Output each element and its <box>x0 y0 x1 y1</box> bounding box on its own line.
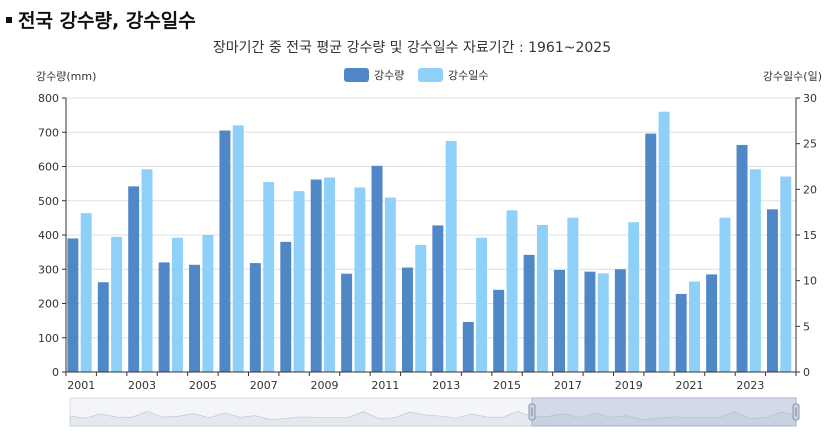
x-tick-label: 2005 <box>189 379 217 392</box>
bar-rain-days-2010[interactable] <box>354 187 366 372</box>
x-tick-label: 2011 <box>371 379 399 392</box>
bar-rain-days-2021[interactable] <box>689 281 700 372</box>
y-tick-label-left: 500 <box>38 195 59 208</box>
bar-precipitation-2022[interactable] <box>706 274 718 372</box>
bar-rain-days-2018[interactable] <box>597 273 609 372</box>
bar-rain-days-2022[interactable] <box>719 217 731 372</box>
x-tick-label: 2015 <box>493 379 521 392</box>
y-tick-label-right: 20 <box>803 183 817 196</box>
bar-precipitation-2019[interactable] <box>614 269 626 372</box>
x-tick-label: 2021 <box>676 379 704 392</box>
y-tick-label-right: 0 <box>803 366 810 379</box>
bar-rain-days-2012[interactable] <box>415 245 427 372</box>
bar-rain-days-2009[interactable] <box>324 177 335 372</box>
bar-precipitation-2013[interactable] <box>432 225 444 372</box>
x-tick-label: 2003 <box>128 379 156 392</box>
bar-precipitation-2007[interactable] <box>249 263 261 372</box>
bar-rain-days-2002[interactable] <box>111 236 123 372</box>
legend-label-rain-days[interactable]: 강수일수 <box>448 68 488 82</box>
y-axis-title-right: 강수일수(일) <box>763 69 822 83</box>
bar-precipitation-2020[interactable] <box>645 133 657 372</box>
title-bullet-icon <box>6 16 12 23</box>
bar-precipitation-2009[interactable] <box>310 179 322 372</box>
bar-rain-days-2003[interactable] <box>141 169 153 372</box>
x-tick-label: 2017 <box>554 379 582 392</box>
bar-rain-days-2011[interactable] <box>384 197 396 372</box>
bar-precipitation-2015[interactable] <box>493 289 505 372</box>
y-tick-label-right: 10 <box>803 275 817 288</box>
bar-precipitation-2016[interactable] <box>523 254 535 372</box>
page-title-text: 전국 강수량, 강수일수 <box>18 10 196 32</box>
bar-precipitation-2018[interactable] <box>584 271 596 372</box>
bar-precipitation-2004[interactable] <box>158 262 170 372</box>
legend-label-precipitation[interactable]: 강수량 <box>374 69 404 82</box>
bar-precipitation-2003[interactable] <box>128 186 140 372</box>
bar-rain-days-2007[interactable] <box>263 182 275 372</box>
x-tick-label: 2023 <box>736 379 764 392</box>
bar-rain-days-2013[interactable] <box>445 140 457 372</box>
bar-rain-days-2006[interactable] <box>232 125 244 373</box>
range-selector-preview <box>69 410 797 427</box>
bar-precipitation-2002[interactable] <box>97 282 109 372</box>
bar-precipitation-2024[interactable] <box>766 209 778 372</box>
x-tick-label: 2001 <box>67 379 95 392</box>
page-title: 전국 강수량, 강수일수 <box>6 6 196 33</box>
y-tick-label-left: 300 <box>38 263 59 276</box>
chart-title: 장마기간 중 전국 평균 강수량 및 강수일수 자료기간 : 1961~2025 <box>213 40 611 56</box>
y-tick-label-left: 0 <box>52 366 59 379</box>
x-tick-label: 2009 <box>311 379 339 392</box>
y-tick-label-right: 5 <box>803 320 810 333</box>
bar-precipitation-2001[interactable] <box>67 238 79 372</box>
bar-rain-days-2020[interactable] <box>658 111 670 372</box>
y-tick-label-right: 25 <box>803 138 817 151</box>
x-tick-label: 2019 <box>615 379 643 392</box>
bar-precipitation-2014[interactable] <box>462 321 474 372</box>
bar-precipitation-2011[interactable] <box>371 165 383 372</box>
y-tick-label-left: 200 <box>38 298 59 311</box>
bar-precipitation-2017[interactable] <box>554 269 566 372</box>
y-tick-label-right: 15 <box>803 229 817 242</box>
y-tick-label-left: 100 <box>38 332 59 345</box>
range-selector-window[interactable] <box>531 397 797 427</box>
y-tick-label-left: 800 <box>38 92 59 105</box>
bar-rain-days-2014[interactable] <box>476 237 488 372</box>
bar-rain-days-2004[interactable] <box>171 237 183 372</box>
bar-rain-days-2005[interactable] <box>202 235 214 372</box>
y-tick-label-right: 30 <box>803 92 817 105</box>
y-tick-label-left: 400 <box>38 229 59 242</box>
legend-swatch-precipitation[interactable] <box>344 68 369 82</box>
legend-swatch-rain-days[interactable] <box>418 68 443 82</box>
bar-rain-days-2017[interactable] <box>567 217 579 372</box>
bar-precipitation-2023[interactable] <box>736 144 748 372</box>
bar-precipitation-2021[interactable] <box>675 293 687 372</box>
bar-rain-days-2008[interactable] <box>293 191 305 372</box>
bar-rain-days-2015[interactable] <box>506 210 518 372</box>
bar-precipitation-2006[interactable] <box>219 130 231 372</box>
y-axis-title-left: 강수량(mm) <box>36 70 96 83</box>
bar-precipitation-2012[interactable] <box>401 267 413 372</box>
x-tick-label: 2013 <box>432 379 460 392</box>
bar-precipitation-2005[interactable] <box>189 264 201 372</box>
bar-rain-days-2001[interactable] <box>80 213 92 372</box>
bar-precipitation-2010[interactable] <box>341 273 353 372</box>
bar-precipitation-2008[interactable] <box>280 241 292 372</box>
x-tick-label: 2007 <box>250 379 278 392</box>
bar-rain-days-2019[interactable] <box>628 222 640 372</box>
bar-rain-days-2024[interactable] <box>780 176 792 372</box>
y-tick-label-left: 700 <box>38 126 59 139</box>
bar-rain-days-2016[interactable] <box>536 224 548 372</box>
bar-rain-days-2023[interactable] <box>749 169 761 372</box>
y-tick-label-left: 600 <box>38 161 59 174</box>
